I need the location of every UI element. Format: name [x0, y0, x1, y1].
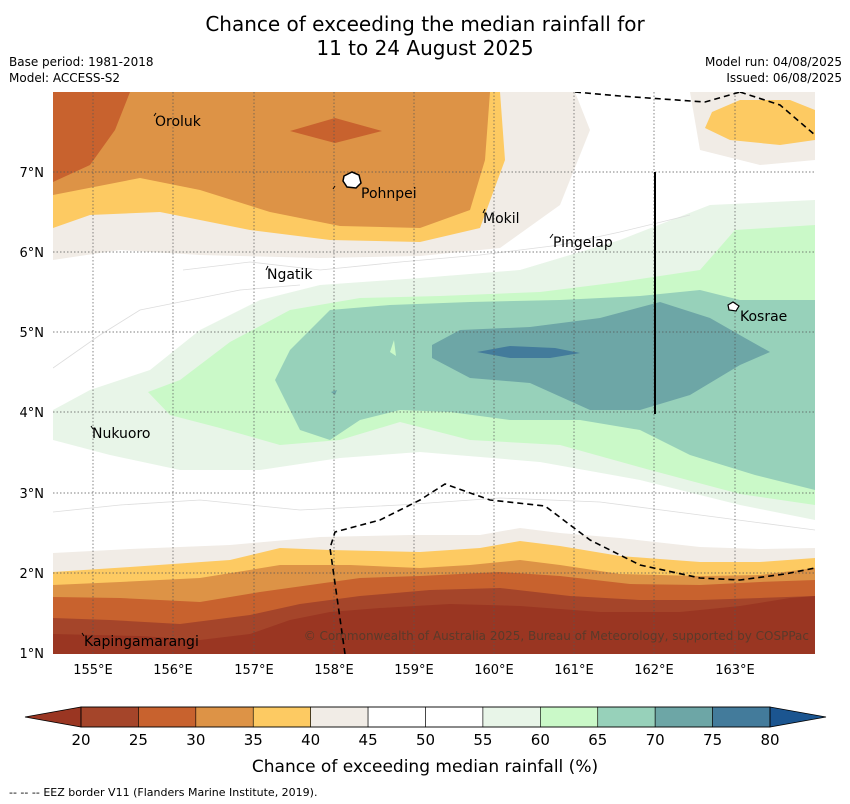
place-label-ngatik: Ngatik [267, 267, 313, 283]
colorbar-cell [712, 706, 771, 728]
colorbar-tick-label: 30 [186, 731, 205, 749]
contour-north-core [290, 118, 382, 143]
contour-small-spot [390, 340, 396, 356]
colorbar-tick-label: 80 [760, 731, 779, 749]
pohnpei-island [342, 171, 362, 189]
contour-north-25-30 [53, 92, 130, 182]
contour-north-30-35 [53, 92, 490, 228]
lat-tick-1: 1°N [20, 647, 45, 662]
colorbar-cell [597, 706, 656, 728]
title-line-2: 11 to 24 August 2025 [316, 36, 534, 60]
rainfall-contours [53, 92, 815, 654]
lon-tick-159: 159°E [394, 663, 434, 678]
colorbar-cell [80, 706, 139, 728]
place-label-nukuoro: Nukuoro [92, 426, 150, 442]
lon-tick-labels: 155°E 156°E 157°E 158°E 159°E 160°E 161°… [73, 663, 755, 678]
colorbar: 20 25 30 35 40 45 50 55 60 65 70 75 80 Chance of exc… [24, 706, 827, 777]
colorbar-cell [310, 706, 369, 728]
colorbar-tick-label: 70 [646, 731, 665, 749]
place-label-mokil: Mokil [483, 211, 520, 227]
colorbar-cell [654, 706, 713, 728]
colorbar-cell [367, 706, 426, 728]
lon-tick-161: 161°E [554, 663, 594, 678]
colorbar-cell [138, 706, 197, 728]
colorbar-under-arrow [24, 706, 82, 728]
colorbar-tick-label: 35 [244, 731, 263, 749]
model-run: Model run: 04/08/2025 [704, 55, 842, 69]
lon-tick-155: 155°E [73, 663, 113, 678]
meta-left: Base period: 1981-2018 Model: ACCESS-S2 [9, 54, 154, 86]
place-label-pohnpei: Pohnpei [361, 186, 417, 202]
copyright-notice: © Commonwealth of Australia 2025, Bureau… [304, 629, 809, 643]
contour-small-spot-2 [331, 390, 337, 395]
eez-legend-symbol: -- -- -- [9, 786, 40, 799]
map-title: Chance of exceeding the median rainfall … [0, 12, 850, 60]
nukuoro-mark [90, 425, 94, 430]
oroluk-mark [153, 112, 157, 117]
lat-tick-2: 2°N [20, 567, 45, 582]
lat-tick-labels: 7°N 6°N 5°N 4°N 3°N 2°N 1°N [20, 166, 45, 662]
place-label-oroluk: Oroluk [155, 114, 202, 130]
colorbar-tick-label: 50 [416, 731, 435, 749]
colorbar-tick-label: 55 [473, 731, 492, 749]
lon-tick-156: 156°E [153, 663, 193, 678]
contour-south-below-20 [53, 596, 815, 654]
contour-70-75 [432, 302, 770, 410]
pohnpei-tick [332, 185, 336, 190]
lon-tick-163: 163°E [715, 663, 755, 678]
colorbar-cell [195, 706, 254, 728]
model-name: Model: ACCESS-S2 [9, 71, 121, 85]
lat-tick-6: 6°N [20, 246, 45, 261]
lon-tick-160: 160°E [474, 663, 514, 678]
contour-line-50 [53, 214, 691, 369]
ngatik-mark [265, 265, 269, 271]
colorbar-cell [540, 706, 599, 728]
colorbar-cell [425, 706, 484, 728]
lon-tick-158: 158°E [314, 663, 354, 678]
lat-tick-3: 3°N [20, 487, 45, 502]
place-label-kapingamarangi: Kapingamarangi [84, 634, 199, 650]
eez-borders [329, 92, 815, 654]
lat-tick-4: 4°N [20, 406, 45, 421]
colorbar-tick-label: 25 [129, 731, 148, 749]
lon-tick-157: 157°E [234, 663, 274, 678]
colorbar-tick-label: 20 [71, 731, 90, 749]
place-labels: Oroluk Pohnpei Mokil Pingelap Ngatik Kos… [84, 114, 787, 650]
kapinga-mark [81, 632, 85, 637]
place-label-kosrae: Kosrae [740, 309, 787, 325]
colorbar-cell [482, 706, 541, 728]
colorbar-tick-label: 65 [588, 731, 607, 749]
kosrae-island [727, 301, 740, 312]
colorbar-tick-label: 75 [703, 731, 722, 749]
colorbar-label: Chance of exceeding median rainfall (%) [252, 757, 598, 777]
colorbar-over-arrow [769, 706, 827, 728]
contour-75-80 [477, 346, 580, 358]
eez-legend-text: EEZ border V11 (Flanders Marine Institut… [43, 786, 318, 799]
pingelap-mark [549, 233, 554, 239]
eez-legend: -- -- -- EEZ border V11 (Flanders Marine… [9, 786, 317, 799]
lon-tick-162: 162°E [634, 663, 674, 678]
lat-tick-7: 7°N [20, 166, 45, 181]
meta-right: Model run: 04/08/2025 Issued: 06/08/2025 [705, 54, 842, 86]
title-line-1: Chance of exceeding the median rainfall … [205, 12, 645, 36]
lat-tick-5: 5°N [20, 326, 45, 341]
place-label-pingelap: Pingelap [553, 235, 613, 251]
colorbar-frame [80, 706, 771, 728]
colorbar-tick-label: 60 [531, 731, 550, 749]
contour-line-south-50 [53, 497, 815, 531]
issued-date: Issued: 06/08/2025 [726, 71, 842, 85]
base-period: Base period: 1981-2018 [9, 55, 154, 69]
colorbar-tick-label: 45 [359, 731, 378, 749]
colorbar-cell [252, 706, 311, 728]
colorbar-tick-label: 40 [301, 731, 320, 749]
mokil-mark [482, 208, 486, 214]
